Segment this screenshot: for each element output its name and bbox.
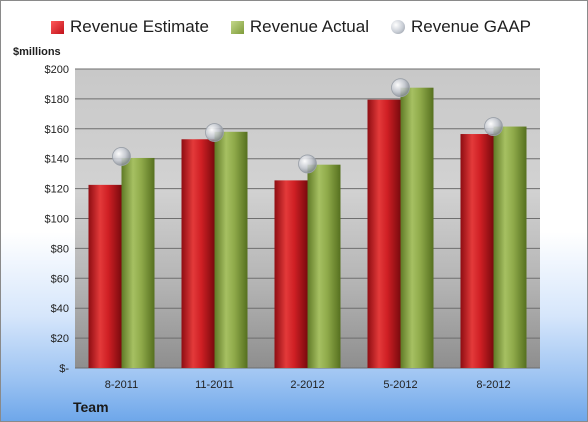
bar-revenue-estimate — [460, 134, 494, 368]
marker-revenue-gaap — [298, 154, 317, 174]
y-tick-label: $60 — [51, 273, 69, 285]
bar-revenue-actual — [121, 157, 155, 368]
legend-item-gaap: Revenue GAAP — [391, 17, 531, 37]
bar-series — [88, 87, 527, 369]
bar-revenue-estimate — [88, 184, 122, 368]
legend-item-actual: Revenue Actual — [230, 17, 369, 37]
marker-revenue-gaap — [112, 147, 131, 166]
y-tick-label: $40 — [51, 303, 69, 315]
y-tick-label: $20 — [51, 333, 69, 345]
x-tick-label: 2-2012 — [290, 379, 324, 391]
gaap-markers — [112, 78, 503, 174]
legend-label-gaap: Revenue GAAP — [411, 17, 532, 36]
marker-revenue-gaap — [205, 123, 224, 142]
y-tick-label: $140 — [45, 154, 69, 166]
y-tick-label: $80 — [51, 243, 69, 255]
legend-swatch-estimate — [51, 20, 64, 34]
marker-revenue-gaap — [391, 78, 410, 98]
x-axis-ticks: 8-2011 11-2011 2-2012 5-2012 8-2012 — [105, 379, 511, 391]
x-tick-label: 11-2011 — [195, 379, 234, 391]
y-axis-ticks: $- $20 $40 $60 $80 $100 $120 $140 $160 $180 $200 — [45, 64, 70, 375]
y-tick-label: $- — [59, 363, 69, 375]
y-tick-label: $120 — [45, 184, 69, 196]
bar-revenue-estimate — [274, 180, 308, 368]
bar-revenue-estimate — [181, 139, 215, 368]
x-axis-title: Team — [73, 399, 109, 415]
bar-revenue-estimate — [367, 99, 401, 369]
y-tick-label: $160 — [45, 124, 69, 136]
bar-revenue-actual — [307, 164, 341, 368]
y-tick-label: $180 — [45, 94, 69, 106]
y-axis-unit-label: $millions — [13, 46, 61, 58]
x-tick-label: 5-2012 — [383, 379, 417, 391]
x-tick-label: 8-2011 — [105, 379, 138, 391]
legend-swatch-gaap — [391, 20, 405, 34]
legend-item-estimate: Revenue Estimate — [51, 17, 209, 37]
marker-revenue-gaap — [484, 117, 503, 136]
x-tick-label: 8-2012 — [476, 379, 510, 391]
legend-label-estimate: Revenue Estimate — [70, 17, 209, 36]
bar-revenue-actual — [214, 131, 248, 368]
y-tick-label: $100 — [45, 214, 69, 226]
legend: Revenue Estimate Revenue Actual Revenue … — [51, 17, 531, 37]
bar-revenue-actual — [400, 87, 434, 368]
y-tick-label: $200 — [45, 64, 69, 76]
legend-label-actual: Revenue Actual — [249, 17, 369, 36]
bar-revenue-actual — [493, 126, 527, 369]
legend-swatch-actual — [230, 20, 244, 34]
